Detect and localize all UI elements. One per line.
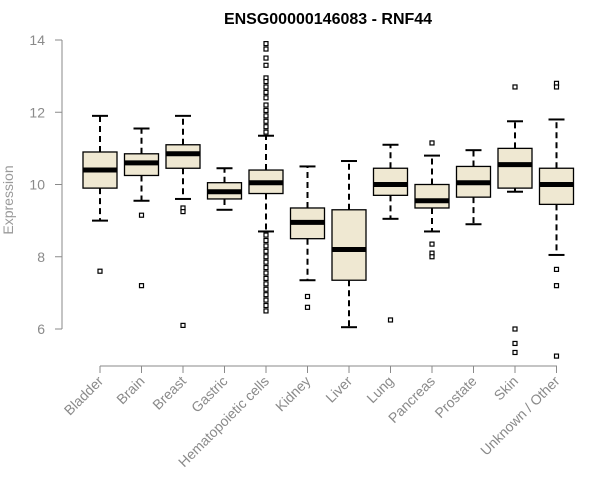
y-tick-label: 14 bbox=[29, 32, 45, 48]
outlier-point bbox=[304, 293, 311, 300]
outlier-point bbox=[387, 317, 394, 323]
outlier-point bbox=[263, 292, 269, 298]
outlier-point bbox=[553, 84, 560, 90]
box-9 bbox=[414, 140, 450, 260]
outlier-point bbox=[138, 283, 145, 289]
outlier-point bbox=[263, 270, 269, 276]
y-tick-label: 12 bbox=[29, 104, 45, 120]
box-8 bbox=[372, 143, 409, 323]
x-category-label: Bladder bbox=[61, 373, 107, 419]
box-iqr bbox=[372, 167, 409, 196]
outlier-point bbox=[512, 340, 518, 347]
outlier-point bbox=[263, 124, 269, 130]
chart-title: ENSG00000146083 - RNF44 bbox=[224, 11, 432, 28]
x-category-label: Prostate bbox=[431, 373, 479, 421]
y-axis-label: Expression bbox=[0, 165, 16, 234]
box-7 bbox=[331, 160, 367, 329]
outlier-point bbox=[263, 259, 269, 265]
box-5 bbox=[248, 41, 284, 314]
outlier-point bbox=[263, 248, 269, 254]
outlier-point bbox=[263, 95, 269, 101]
outlier-point bbox=[263, 118, 269, 124]
outlier-point bbox=[263, 286, 269, 292]
x-category-label: Liver bbox=[322, 373, 355, 406]
outlier-point bbox=[263, 232, 269, 238]
outlier-point bbox=[263, 275, 269, 282]
box-iqr bbox=[331, 209, 367, 281]
outlier-point bbox=[263, 237, 269, 244]
outlier-point bbox=[512, 349, 518, 356]
outlier-point bbox=[512, 84, 518, 90]
box-11 bbox=[497, 84, 533, 356]
outlier-point bbox=[263, 62, 269, 68]
y-tick-label: 8 bbox=[37, 249, 45, 265]
outlier-point bbox=[263, 46, 269, 52]
box-6 bbox=[289, 165, 326, 310]
box-iqr bbox=[165, 144, 201, 169]
outlier-point bbox=[263, 281, 269, 287]
outlier-point bbox=[263, 297, 269, 303]
outlier-point bbox=[263, 254, 269, 260]
x-category-label: Unknown / Other bbox=[477, 373, 563, 459]
outlier-point bbox=[263, 243, 269, 249]
outlier-point bbox=[263, 84, 269, 90]
outlier-point bbox=[429, 241, 435, 247]
outlier-point bbox=[138, 212, 145, 218]
outlier-point bbox=[263, 89, 269, 95]
outlier-point bbox=[553, 353, 560, 359]
x-category-label: Lung bbox=[363, 373, 396, 406]
outlier-point bbox=[553, 283, 560, 289]
box-1 bbox=[82, 114, 118, 274]
outlier-point bbox=[263, 129, 269, 135]
outlier-point bbox=[304, 304, 311, 310]
box-12 bbox=[538, 80, 575, 359]
box-iqr bbox=[414, 183, 450, 209]
outlier-point bbox=[263, 107, 269, 114]
y-axis-ticks: 6 8 10 12 14 bbox=[29, 32, 62, 337]
outlier-point bbox=[263, 41, 269, 47]
outlier-point bbox=[263, 302, 269, 309]
outlier-point bbox=[180, 322, 186, 328]
outlier-point bbox=[263, 113, 269, 119]
outlier-point bbox=[429, 140, 435, 146]
outlier-point bbox=[180, 208, 186, 215]
outlier-point bbox=[263, 264, 269, 271]
outlier-point bbox=[263, 308, 269, 314]
x-category-label: Brain bbox=[113, 373, 147, 407]
box-10 bbox=[455, 149, 492, 226]
y-tick-label: 10 bbox=[29, 177, 45, 193]
x-category-label: Skin bbox=[491, 373, 522, 404]
box-4 bbox=[206, 167, 243, 211]
outlier-point bbox=[512, 326, 518, 332]
x-category-label: Kidney bbox=[272, 373, 314, 415]
y-tick-label: 6 bbox=[37, 321, 45, 337]
outlier-point bbox=[263, 102, 269, 108]
boxes-group bbox=[82, 41, 575, 359]
outlier-point bbox=[263, 78, 269, 85]
box-2 bbox=[123, 127, 160, 289]
outlier-point bbox=[97, 268, 103, 274]
outlier-point bbox=[263, 55, 269, 61]
x-category-label: Breast bbox=[149, 373, 189, 413]
box-3 bbox=[165, 114, 201, 328]
outlier-point bbox=[429, 254, 435, 260]
outlier-point bbox=[553, 266, 560, 272]
box-iqr bbox=[497, 147, 533, 189]
